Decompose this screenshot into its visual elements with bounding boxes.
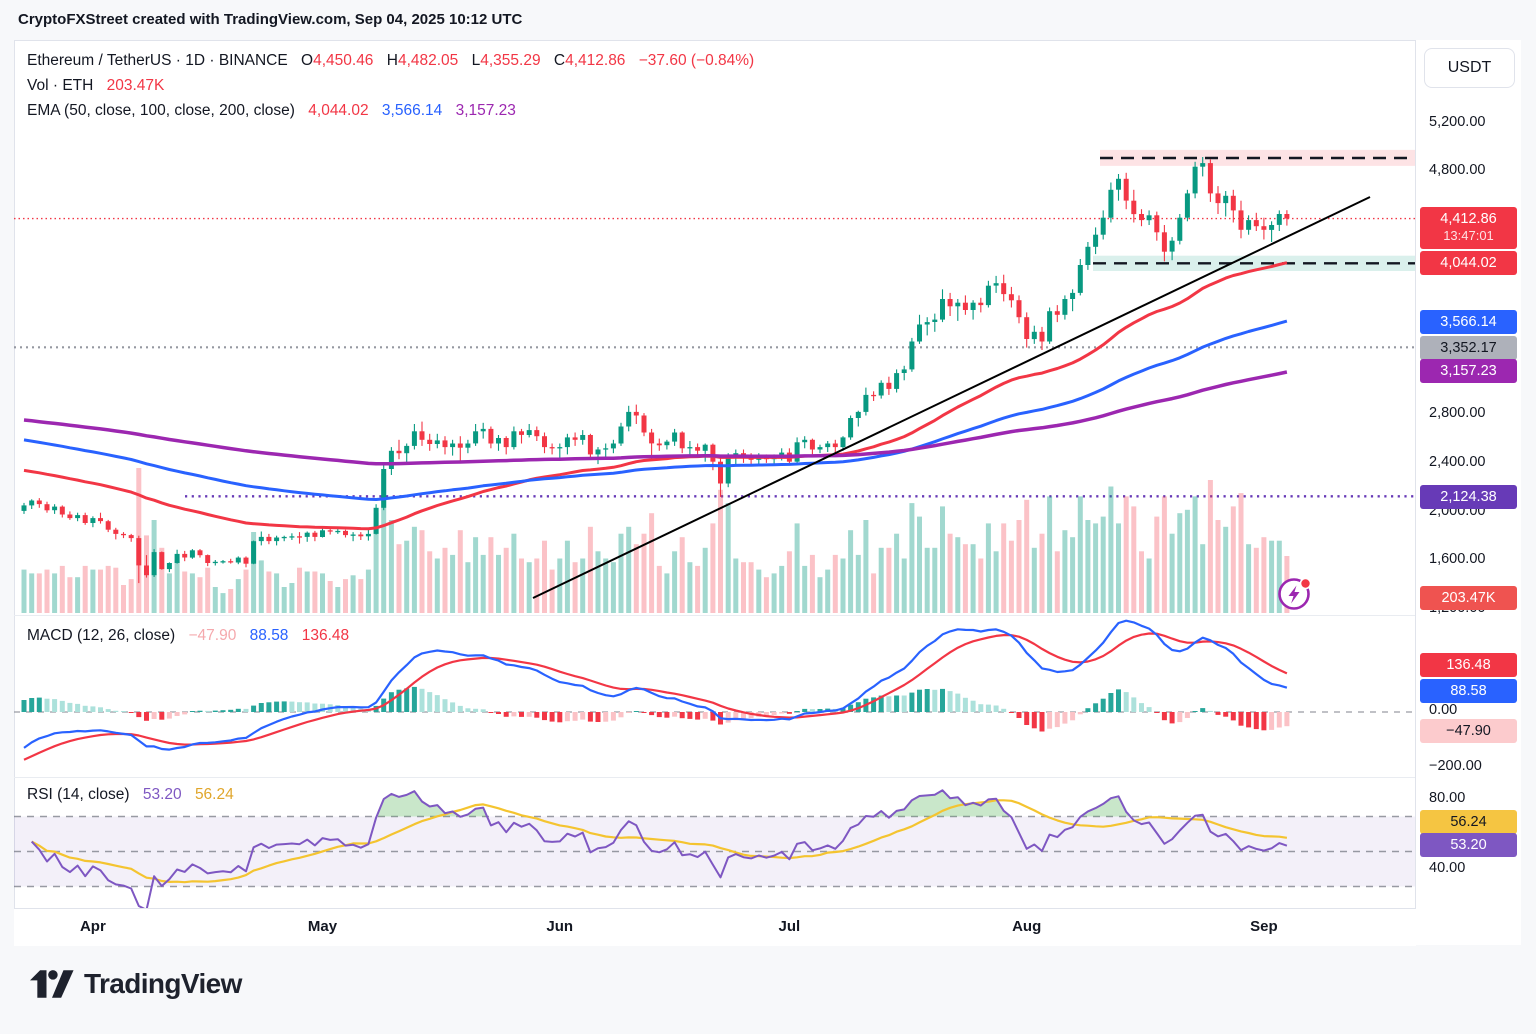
ema50-value: 4,044.02	[308, 102, 369, 119]
time-axis[interactable]: Apr May Jun Jul Aug Sep	[14, 908, 1416, 946]
time-axis-month-label: Apr	[79, 918, 106, 935]
macd-legend: MACD (12, 26, close) −47.90 88.58 136.48	[27, 627, 350, 644]
price-axis-label-badge: 203.47K	[1420, 586, 1517, 610]
volume-legend: Vol · ETH 203.47K	[27, 77, 165, 94]
price-axis-tick: 0.00	[1429, 702, 1458, 718]
attribution-text: CryptoFXStreet created with TradingView.…	[18, 11, 523, 28]
tradingview-footer-link[interactable]: TradingView	[30, 968, 242, 1000]
price-axis-label-badge: 3,352.17	[1420, 336, 1517, 360]
price-axis-tick: −200.00	[1429, 758, 1482, 774]
rsi-value: 53.20	[142, 786, 182, 803]
rsi-ma-value: 56.24	[194, 786, 234, 803]
price-axis-tick: 1,600.00	[1429, 551, 1486, 567]
price-axis-tick: 40.00	[1429, 860, 1466, 876]
volume-value: 203.47K	[106, 77, 165, 94]
time-axis-month-label: Aug	[1012, 918, 1042, 935]
panel-divider	[14, 777, 1521, 778]
ema-legend: EMA (50, close, 100, close, 200, close) …	[27, 102, 516, 119]
time-axis-month-label: Jun	[546, 918, 574, 935]
price-axis[interactable]: 5,200.00 4,800.00 2,800.00 2,400.00 2,000.00…	[1415, 40, 1521, 945]
price-axis-tick: 2,800.00	[1429, 405, 1486, 421]
tradingview-brand-text: TradingView	[84, 968, 242, 999]
panel-divider	[14, 615, 1521, 616]
price-axis-tick: 2,400.00	[1429, 454, 1486, 470]
open-value: 4,450.46	[313, 52, 374, 69]
symbol-legend: Ethereum / TetherUS · 1D · BINANCE O4,45…	[27, 52, 755, 69]
price-axis-label-badge: 2,124.38	[1420, 485, 1517, 509]
price-axis-label-badge: 4,412.86 13:47:01	[1420, 207, 1517, 249]
price-axis-label-badge: 3,157.23	[1420, 359, 1517, 383]
macd-line-value: 88.58	[249, 627, 289, 644]
time-axis-month-label: May	[307, 918, 338, 935]
ema200-value: 3,157.23	[455, 102, 516, 119]
low-value: 4,355.29	[480, 52, 541, 69]
price-axis-label-badge: 4,044.02	[1420, 251, 1517, 275]
main-price-panel[interactable]	[14, 40, 1415, 615]
rsi-legend: RSI (14, close) 53.20 56.24	[27, 786, 234, 803]
macd-signal-value: 136.48	[301, 627, 350, 644]
price-axis-tick: 4,800.00	[1429, 162, 1486, 178]
macd-hist-value: −47.90	[188, 627, 237, 644]
price-axis-label-badge: 56.24	[1420, 810, 1517, 834]
time-axis-month-label: Sep	[1250, 918, 1278, 935]
symbol-title: Ethereum / TetherUS · 1D · BINANCE	[27, 52, 288, 69]
price-axis-label-badge: 53.20	[1420, 833, 1517, 857]
price-axis-tick: 80.00	[1429, 790, 1466, 806]
price-axis-label-badge: 88.58	[1420, 679, 1517, 703]
ema100-value: 3,566.14	[381, 102, 443, 119]
high-value: 4,482.05	[397, 52, 459, 69]
currency-toggle-button[interactable]: USDT	[1424, 48, 1515, 88]
price-axis-tick: 5,200.00	[1429, 114, 1486, 130]
boost-lightning-icon[interactable]	[1276, 575, 1314, 613]
price-axis-label-badge: 136.48	[1420, 653, 1517, 677]
tradingview-logo-icon	[30, 970, 74, 998]
time-axis-month-label: Jul	[778, 918, 801, 935]
price-axis-label-badge: 3,566.14	[1420, 310, 1517, 334]
price-axis-label-badge: −47.90	[1420, 719, 1517, 743]
change-value: −37.60 (−0.84%)	[638, 52, 755, 69]
close-value: 4,412.86	[565, 52, 626, 69]
